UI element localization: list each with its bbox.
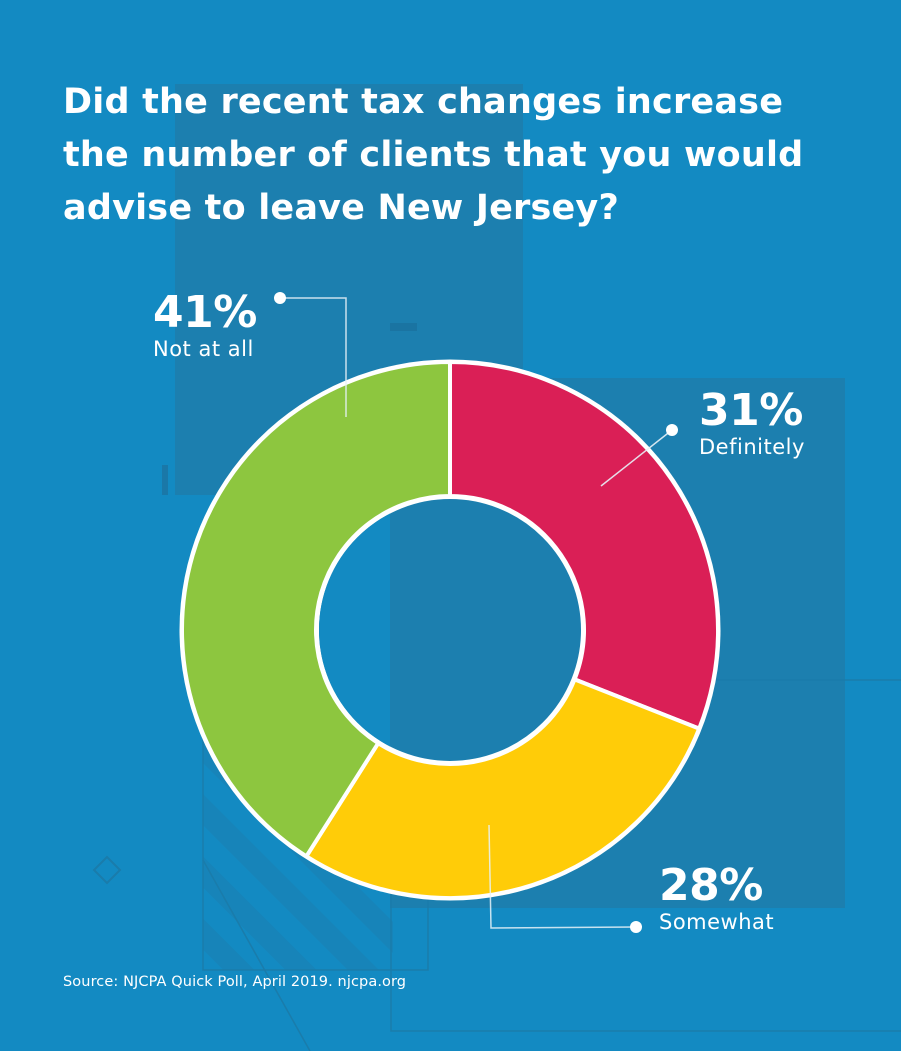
label-name-not-at-all: Not at all <box>153 337 254 361</box>
chart-title: Did the recent tax changes increase the … <box>63 76 863 235</box>
leader-line-somewhat <box>488 824 637 929</box>
label-somewhat: 28% Somewhat <box>659 863 774 935</box>
leader-dot-somewhat <box>630 921 642 933</box>
leader-dot-definitely <box>666 424 678 436</box>
diamond-icon <box>92 855 122 885</box>
label-pct-somewhat: 28% <box>659 860 763 911</box>
label-pct-not-at-all: 41% <box>153 287 257 338</box>
leader-line-definitely <box>600 429 673 487</box>
leader-lines <box>274 292 678 933</box>
label-definitely: 31% Definitely <box>699 388 805 460</box>
source-note: Source: NJCPA Quick Poll, April 2019. nj… <box>63 974 407 990</box>
label-not-at-all: 41% Not at all <box>153 290 257 362</box>
leader-dot-not-at-all <box>274 292 286 304</box>
decor-dash <box>390 323 417 331</box>
decor-bar <box>162 465 168 495</box>
donut-slices <box>179 359 721 901</box>
label-pct-definitely: 31% <box>699 385 803 436</box>
label-name-somewhat: Somewhat <box>659 910 775 934</box>
decor-diagonal <box>202 859 311 1051</box>
label-name-definitely: Definitely <box>699 435 805 459</box>
leader-line-not-at-all <box>280 297 347 417</box>
title-line-3: advise to leave New Jersey? <box>63 188 619 228</box>
title-line-1: Did the recent tax changes increase <box>63 82 784 122</box>
title-line-2: the number of clients that you would <box>63 135 804 175</box>
